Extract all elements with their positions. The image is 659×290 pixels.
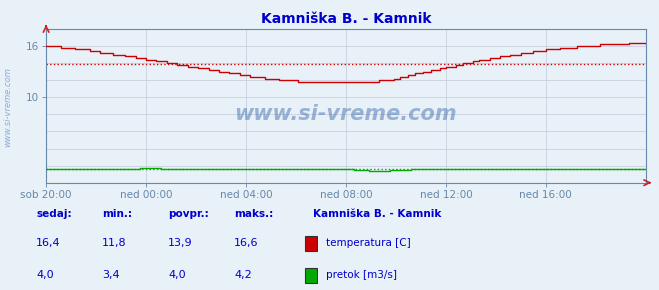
Text: maks.:: maks.: (234, 209, 273, 219)
Text: min.:: min.: (102, 209, 132, 219)
Text: 4,0: 4,0 (168, 270, 186, 280)
Text: www.si-vreme.com: www.si-vreme.com (3, 67, 13, 147)
Text: 16,6: 16,6 (234, 238, 258, 248)
Text: temperatura [C]: temperatura [C] (326, 238, 411, 248)
Text: 3,4: 3,4 (102, 270, 120, 280)
Text: pretok [m3/s]: pretok [m3/s] (326, 270, 397, 280)
Text: povpr.:: povpr.: (168, 209, 209, 219)
Text: sedaj:: sedaj: (36, 209, 72, 219)
Text: 4,0: 4,0 (36, 270, 54, 280)
Bar (305, 268, 317, 282)
Text: 4,2: 4,2 (234, 270, 252, 280)
Title: Kamniška B. - Kamnik: Kamniška B. - Kamnik (261, 12, 431, 26)
Text: Kamniška B. - Kamnik: Kamniška B. - Kamnik (313, 209, 442, 219)
Text: 13,9: 13,9 (168, 238, 192, 248)
Text: 16,4: 16,4 (36, 238, 61, 248)
Bar (305, 236, 317, 251)
Text: 11,8: 11,8 (102, 238, 127, 248)
Text: www.si-vreme.com: www.si-vreme.com (235, 104, 457, 124)
